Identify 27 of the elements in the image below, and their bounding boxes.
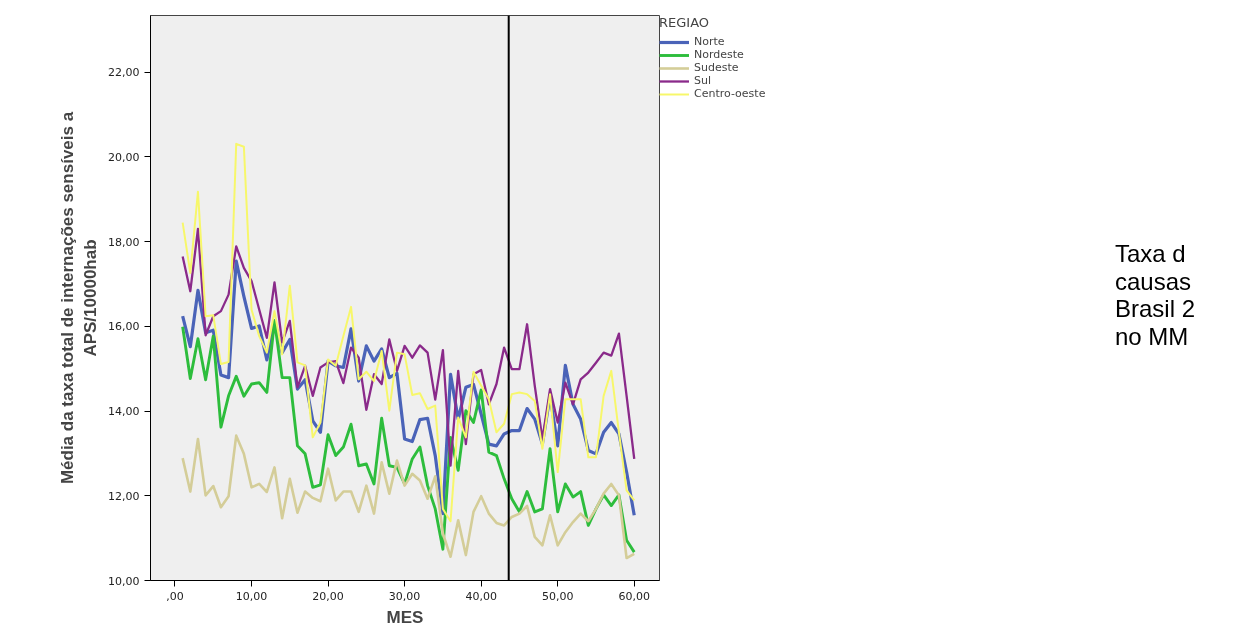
y-tick-label: 10,00 <box>108 574 140 588</box>
y-tick-label: 22,00 <box>108 66 140 80</box>
y-tick-label: 20,00 <box>108 150 140 164</box>
legend-title: REGIAO <box>659 15 711 30</box>
legend-label: Nordeste <box>694 48 745 61</box>
x-tick-label: 50,00 <box>541 589 574 603</box>
text: Taxa d causas Brasil 2 no MM <box>1115 240 1196 351</box>
y-axis-title: Média da taxa total de internações sensíveis a APS/10000hab <box>58 111 101 485</box>
line-series <box>181 434 636 560</box>
legend-label: Centro-oeste <box>694 87 766 100</box>
y-tick-label: 18,00 <box>108 235 140 249</box>
legend-label: Sul <box>694 74 712 87</box>
x-tick-label: ,00 <box>166 589 184 603</box>
line-series <box>181 319 636 554</box>
y-tick-label: 12,00 <box>108 489 140 503</box>
line-series <box>181 142 636 523</box>
y-tick-label: 14,00 <box>108 405 140 419</box>
x-tick-label: 60,00 <box>618 589 650 603</box>
line-series <box>181 227 636 467</box>
x-tick-label: 30,00 <box>388 589 421 603</box>
y-tick-label: 16,00 <box>108 320 140 334</box>
x-tick-label: 20,00 <box>312 589 344 603</box>
x-axis-title: MES <box>386 607 424 627</box>
x-tick-label: 10,00 <box>235 589 268 603</box>
legend-label: Norte <box>694 35 726 48</box>
legend-label: Sudeste <box>694 61 740 74</box>
x-tick-label: 40,00 <box>465 589 497 603</box>
